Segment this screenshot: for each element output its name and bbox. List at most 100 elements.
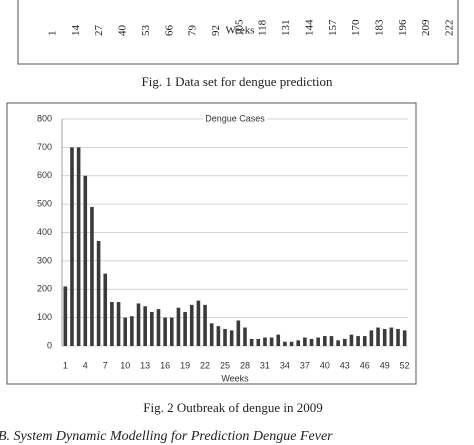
bar [196, 300, 201, 346]
bar [189, 304, 194, 346]
chart-title: Dengue Cases [205, 113, 265, 123]
figure1-x-label: Weeks [225, 25, 254, 37]
figure1-x-tick-label: 157 [327, 19, 339, 36]
bar [96, 241, 101, 346]
figure1-x-tick-label: 27 [93, 25, 105, 37]
x-tick-label: 22 [200, 360, 210, 370]
bar [223, 328, 227, 346]
bar [402, 330, 407, 346]
figure2-frame [6, 102, 417, 385]
bar [123, 317, 128, 346]
bar [276, 334, 281, 346]
bar [289, 341, 294, 346]
figure1-x-tick-label: 53 [140, 25, 152, 37]
bar [163, 317, 167, 346]
chart: 0 100 200 300 400 500 600 700 800 Dengue Cases 1 4 7… [37, 113, 410, 370]
bar [103, 273, 108, 346]
bar [249, 338, 254, 346]
bar [143, 306, 147, 346]
bar [263, 337, 267, 346]
figure1-x-tick-label: 131 [280, 20, 292, 37]
bar [136, 303, 141, 346]
bar [90, 206, 94, 346]
bar [83, 175, 88, 346]
bar [349, 334, 354, 346]
bar [243, 327, 247, 346]
bar [70, 147, 74, 346]
bar [382, 328, 387, 346]
x-tick-label: 19 [180, 360, 190, 370]
bar [150, 311, 154, 346]
bar [329, 336, 334, 346]
figure1-x-tick-label: 79 [187, 25, 199, 37]
bar [209, 323, 214, 346]
figure1-x-tick-label: 196 [397, 19, 409, 36]
bar [63, 286, 68, 346]
y-tick-label: 700 [37, 142, 52, 152]
x-tick-label: 4 [83, 360, 88, 370]
figure1-x-tick-label: 14 [70, 25, 82, 37]
y-tick-label: 0 [47, 340, 52, 350]
bar [236, 320, 241, 346]
x-tick-label: 43 [340, 360, 350, 370]
y-tick-label: 200 [37, 284, 52, 294]
y-tick-label: 500 [37, 199, 52, 209]
y-tick-label: 800 [37, 113, 52, 123]
bar [356, 336, 360, 346]
figure1-x-tick-label: 1 [47, 31, 59, 37]
x-axis-label: Weeks [221, 373, 249, 383]
figure1-x-tick-label: 118 [257, 19, 269, 36]
bar [156, 309, 161, 346]
x-tick-label: 49 [380, 360, 390, 370]
bar [336, 340, 340, 346]
bar [183, 311, 187, 346]
y-tick-label: 100 [37, 312, 52, 322]
y-tick-label: 300 [37, 255, 52, 265]
bar [256, 338, 261, 346]
x-tick-label: 28 [240, 360, 250, 370]
x-tick-label: 31 [260, 360, 270, 370]
x-tick-label: 40 [320, 360, 330, 370]
y-tick-label: 400 [37, 227, 52, 237]
bar [283, 341, 287, 346]
bar [362, 336, 367, 346]
title-background [203, 113, 268, 124]
figure1-x-tick-label: 92 [210, 25, 222, 36]
x-tick-label: 16 [160, 360, 170, 370]
bar [303, 337, 307, 346]
bar [176, 307, 181, 346]
x-tick-label: 25 [220, 360, 230, 370]
figure1-x-tick-label: 183 [373, 19, 385, 36]
figure1-x-tick-label: 144 [303, 19, 315, 36]
bar [316, 337, 320, 346]
bar [229, 330, 234, 346]
bar [396, 328, 400, 346]
bar [369, 330, 374, 346]
bar [216, 326, 221, 346]
figure1-ticks: 1 14 27 40 53 66 79 92 105 118 131 144 157 170 183 196 2… [47, 19, 456, 36]
x-tick-label: 52 [400, 360, 410, 370]
x-tick-label: 46 [360, 360, 370, 370]
figure1-x-tick-label: 66 [163, 25, 175, 37]
figure1-frame [17, 0, 459, 65]
bar [203, 304, 207, 346]
figure1-x-tick-label: 170 [350, 19, 362, 36]
bar [296, 340, 301, 346]
figure1-caption: Fig. 1 Data set for dengue prediction [142, 74, 333, 89]
bar [342, 338, 347, 346]
bar [130, 316, 134, 346]
bar [116, 302, 121, 346]
bar [376, 327, 380, 346]
x-tick-label: 10 [120, 360, 130, 370]
figure1-x-tick-label: 209 [420, 19, 432, 36]
x-tick-label: 13 [140, 360, 150, 370]
y-tick-label: 600 [37, 170, 52, 180]
bar [76, 147, 81, 346]
x-tick-label: 37 [300, 360, 310, 370]
x-tick-label: 1 [63, 360, 68, 370]
bar [110, 302, 114, 346]
figure2-caption: Fig. 2 Outbreak of dengue in 2009 [143, 400, 322, 415]
bar [323, 336, 327, 346]
